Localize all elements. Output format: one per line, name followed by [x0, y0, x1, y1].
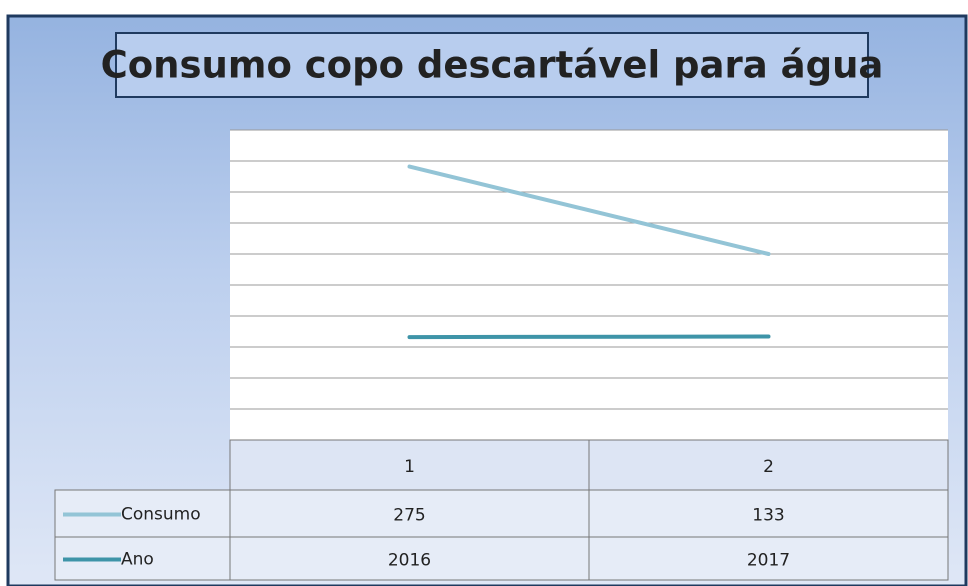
table-body-bg — [54, 489, 949, 581]
table-value: 2016 — [388, 551, 431, 571]
legend-label: Consumo — [121, 505, 201, 525]
table-value: 133 — [752, 506, 784, 526]
chart-title: Consumo copo descartável para água — [101, 44, 884, 87]
table-value: 2017 — [747, 551, 790, 571]
title-box — [115, 32, 869, 98]
x-tick-label: 2 — [763, 457, 774, 477]
x-tick-label: 1 — [404, 457, 415, 477]
table-value: 275 — [393, 506, 425, 526]
legend-label: Ano — [121, 550, 154, 570]
series-line — [407, 164, 771, 256]
series-line — [407, 334, 771, 340]
